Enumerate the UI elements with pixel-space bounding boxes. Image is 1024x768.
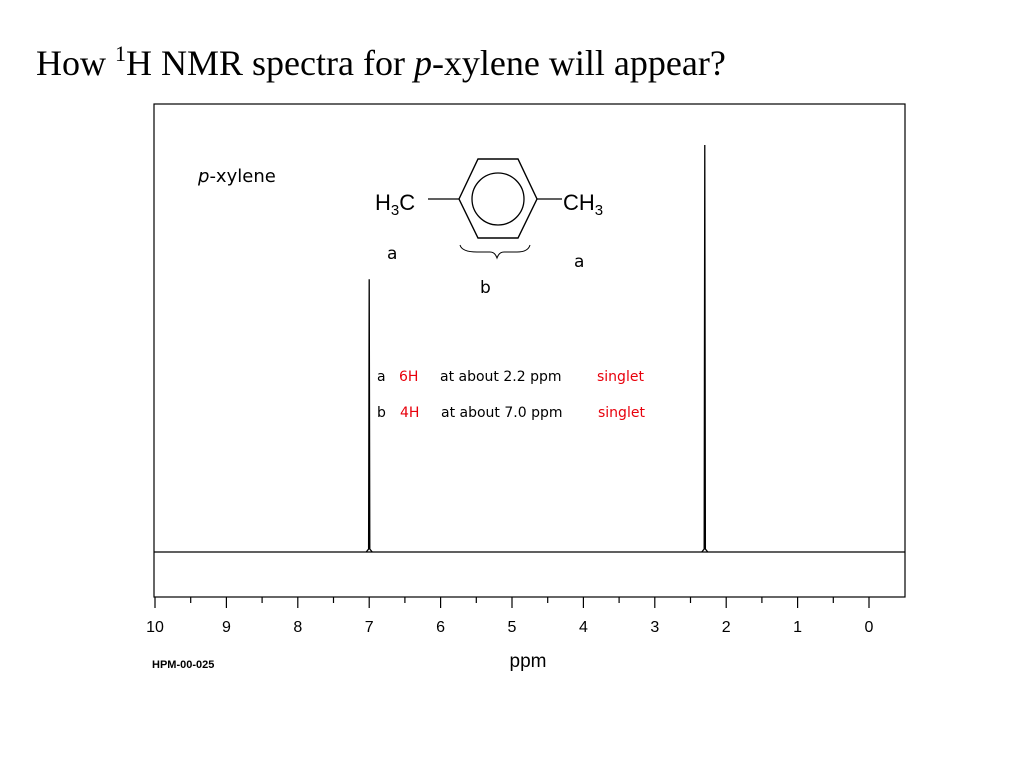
assignment-a-count: 6H — [399, 369, 418, 385]
x-axis-label: ppm — [510, 651, 547, 672]
right-methyl-group: CH3 — [563, 190, 603, 219]
tick-label: 10 — [146, 619, 164, 636]
tick-label: 9 — [222, 619, 231, 636]
compound-name: p-xylene — [197, 166, 276, 187]
left-methyl-group: H3C — [375, 190, 415, 219]
x-axis-tick-labels: 10 9 8 7 6 5 4 3 2 1 0 — [146, 619, 873, 636]
peak-2.3-ppm — [701, 144, 709, 553]
page-title: How 1H NMR spectra for p-xylene will app… — [36, 41, 726, 84]
assignment-a-multiplicity: singlet — [597, 369, 644, 385]
assignment-a: a 6H at about 2.2 ppm singlet — [377, 369, 644, 385]
assignment-a-label: a — [377, 369, 386, 385]
tick-label: 1 — [793, 619, 802, 636]
label-a-right: a — [574, 252, 584, 272]
tick-label: 4 — [579, 619, 588, 636]
assignment-b-label: b — [377, 405, 386, 421]
assignment-b: b 4H at about 7.0 ppm singlet — [377, 405, 645, 421]
aromatic-h-brace — [459, 244, 531, 260]
tick-label: 3 — [650, 619, 659, 636]
tick-label: 7 — [365, 619, 374, 636]
assignment-b-count: 4H — [400, 405, 419, 421]
tick-label: 5 — [508, 619, 517, 636]
tick-label: 6 — [436, 619, 445, 636]
assignment-a-shift: at about 2.2 ppm — [440, 369, 562, 385]
assignment-b-shift: at about 7.0 ppm — [441, 405, 563, 421]
tick-label: 0 — [865, 619, 874, 636]
x-axis-ticks — [154, 597, 870, 608]
p-xylene-structure: H3C CH3 a a b — [375, 158, 603, 298]
label-b: b — [480, 278, 491, 298]
tick-label: 8 — [293, 619, 302, 636]
benzene-ring — [458, 158, 538, 239]
plot-frame — [153, 103, 906, 598]
spectrum-code: HPM-00-025 — [152, 659, 214, 671]
label-a-left: a — [387, 244, 397, 264]
aromatic-circle — [471, 172, 525, 226]
peak-7-ppm — [365, 279, 373, 553]
tick-label: 2 — [722, 619, 731, 636]
assignment-b-multiplicity: singlet — [598, 405, 645, 421]
peaks-group — [365, 144, 709, 553]
